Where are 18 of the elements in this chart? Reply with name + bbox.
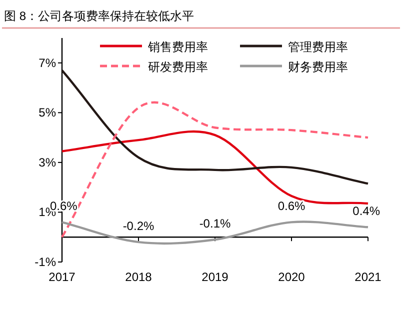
legend-label: 管理费用率 — [288, 40, 348, 54]
y-tick-label: 5% — [38, 106, 56, 120]
data-label: -0.2% — [122, 219, 154, 234]
data-label: -0.1% — [199, 216, 231, 231]
y-tick-label: 3% — [38, 155, 56, 170]
x-tick-label: 2018 — [125, 270, 152, 284]
legend-label: 销售费用率 — [147, 40, 208, 54]
y-tick-label: -1% — [34, 255, 56, 269]
x-tick-label: 2019 — [202, 270, 229, 284]
title: 图 8：公司各项费率保持在较低水平 — [4, 9, 194, 23]
data-label: 0.4% — [352, 204, 380, 218]
data-label: 0.6% — [278, 199, 306, 214]
legend-label: 财务费用率 — [288, 60, 348, 74]
legend-label: 研发费用率 — [148, 60, 208, 74]
x-tick-label: 2021 — [354, 270, 382, 284]
y-tick-label: 7% — [38, 56, 56, 70]
x-tick-label: 2020 — [278, 270, 306, 284]
x-tick-label: 2017 — [48, 270, 76, 284]
